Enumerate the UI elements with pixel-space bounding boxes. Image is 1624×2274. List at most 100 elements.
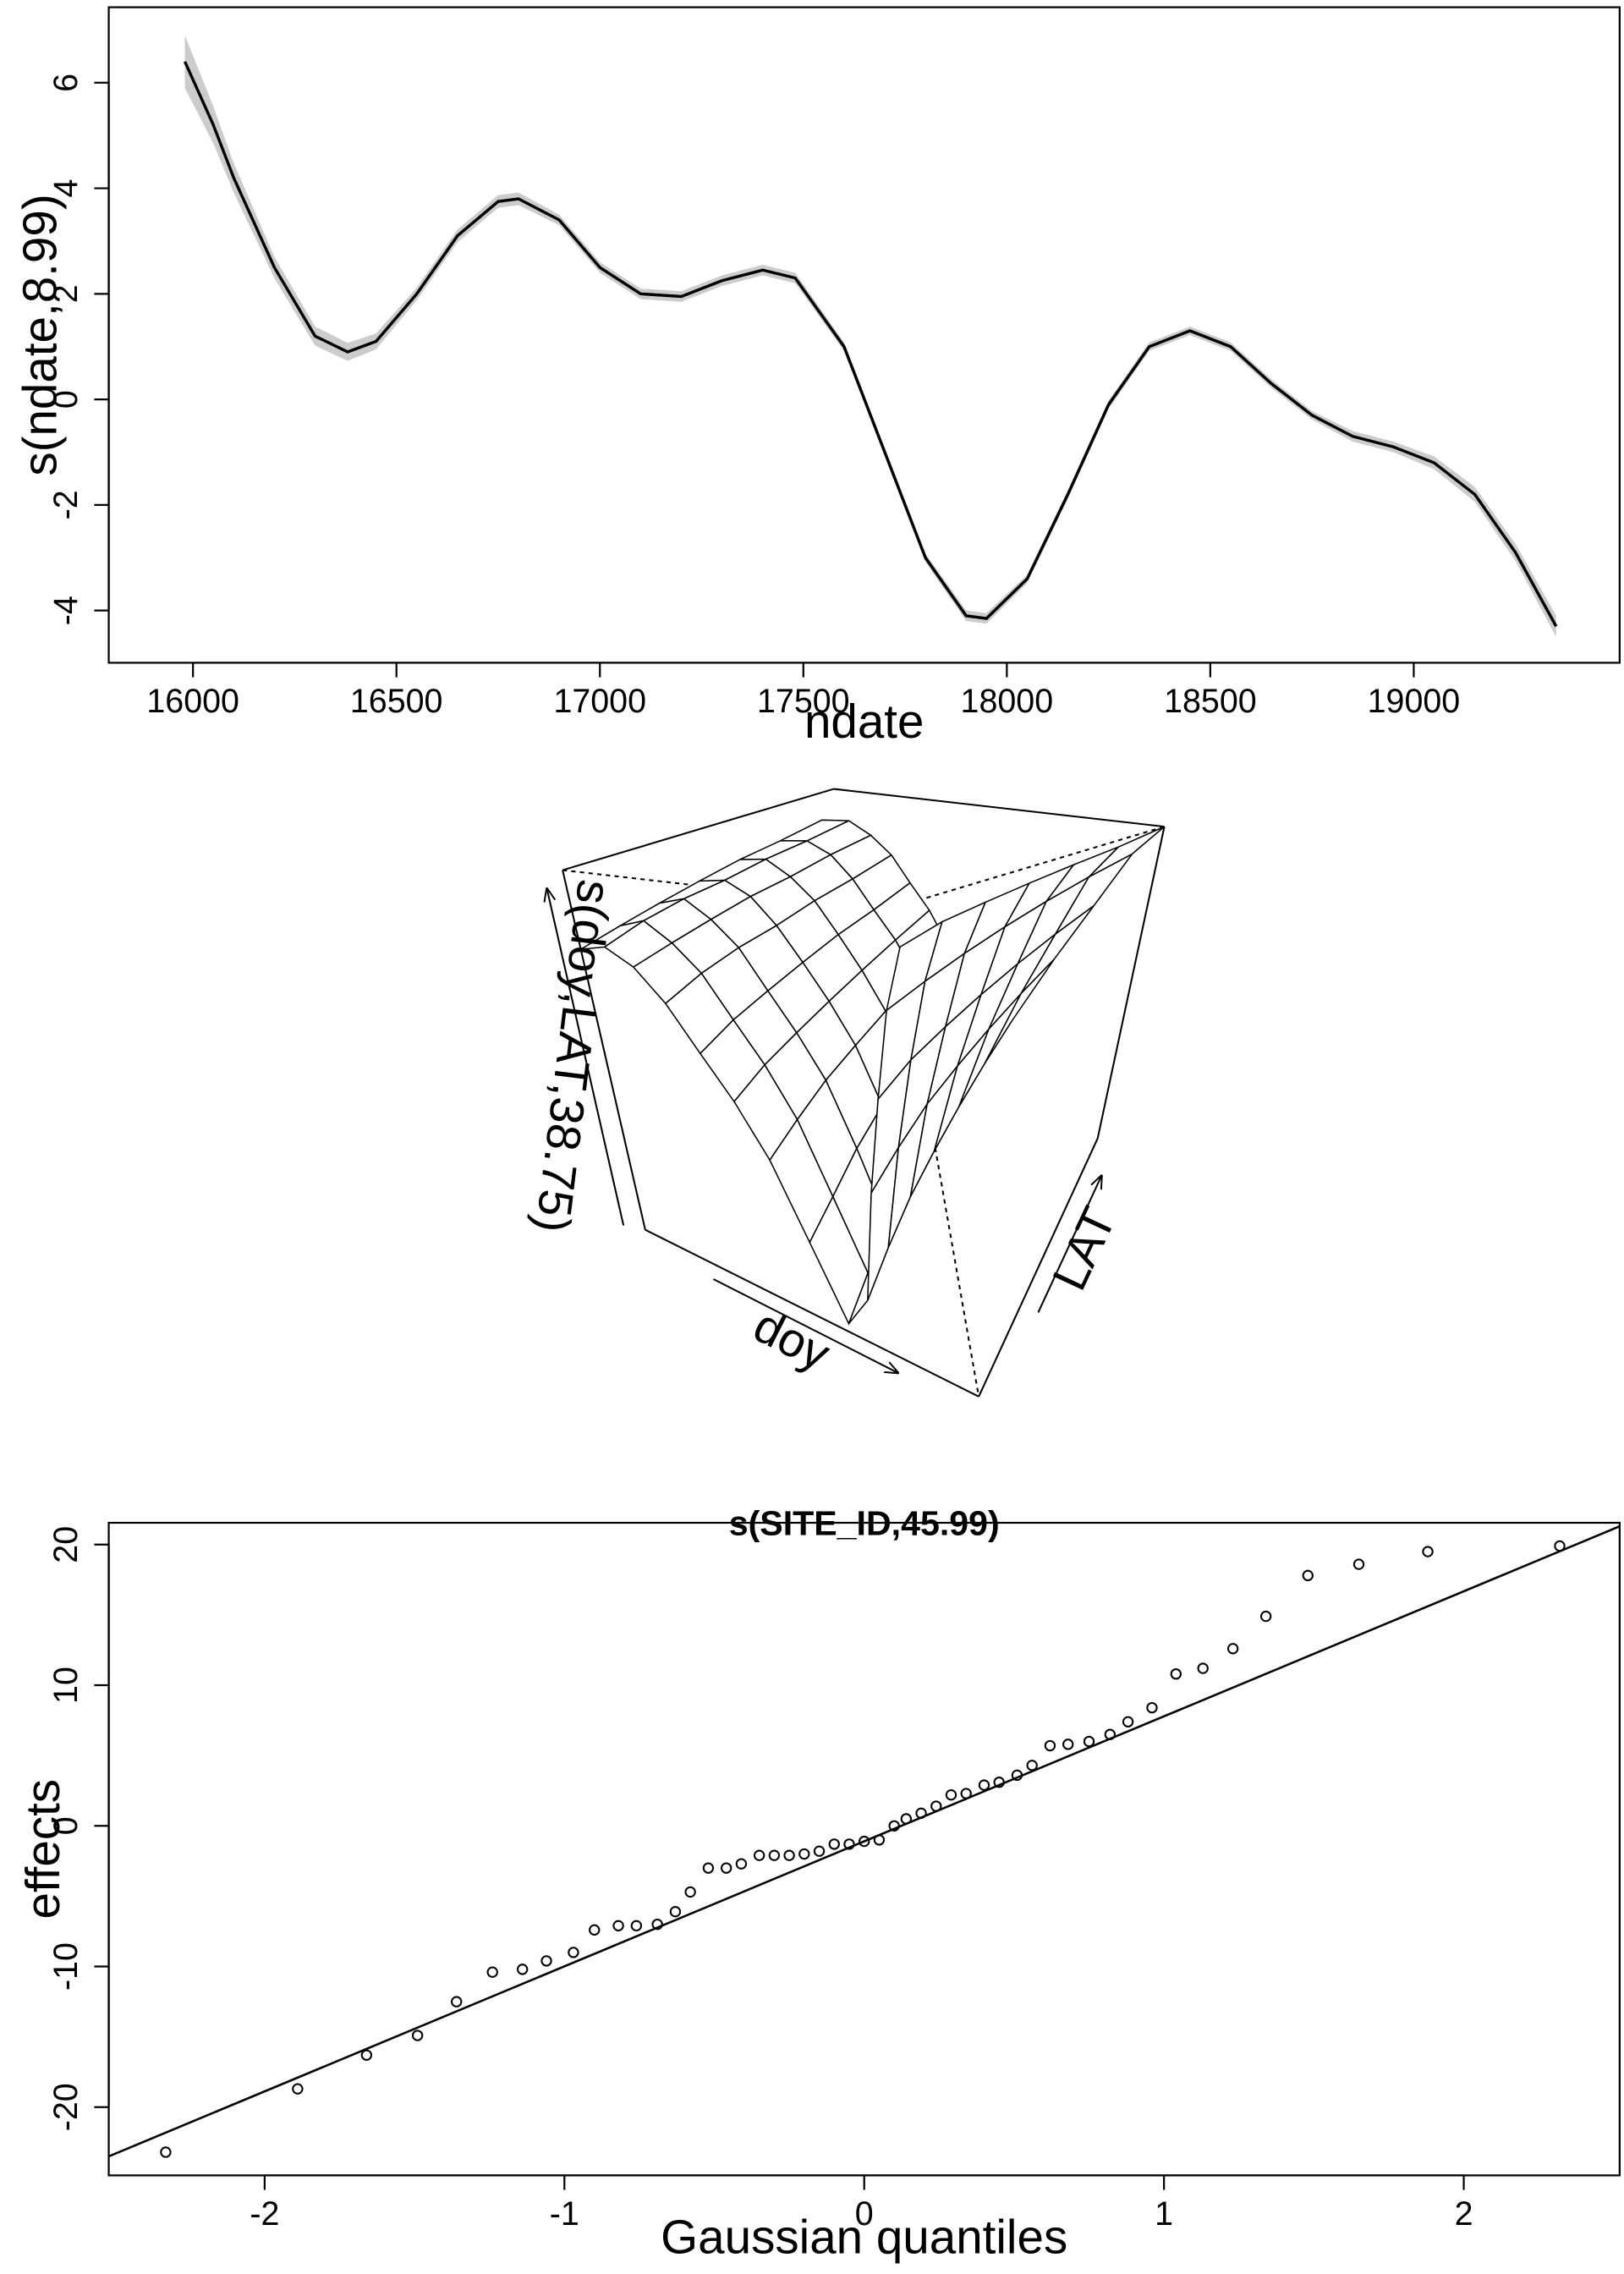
point: [411, 2030, 424, 2041]
x-tick-label: -2: [250, 2195, 279, 2233]
y-tick-label: 20: [47, 1526, 85, 1563]
y-tick-label: -20: [47, 2083, 85, 2131]
point: [1062, 1738, 1074, 1750]
point: [1026, 1760, 1038, 1771]
smooth-line: [183, 61, 1558, 628]
x-tick-label: 17000: [553, 683, 646, 720]
plot-area: [108, 1524, 1620, 2158]
x-axis-title: doy: [745, 1299, 838, 1381]
y-tick-label: 2: [47, 284, 85, 303]
point: [1226, 1643, 1239, 1655]
point: [702, 1862, 715, 1874]
point: [568, 1947, 579, 1958]
box-edge: [562, 788, 835, 871]
y-tick-label: 6: [47, 74, 85, 92]
point: [516, 1964, 529, 1975]
x-tick-label: 19000: [1368, 683, 1461, 720]
point: [486, 1966, 498, 1978]
point: [813, 1845, 826, 1857]
y-axis-title: LAT: [1042, 1199, 1126, 1298]
point: [1122, 1716, 1134, 1727]
point: [753, 1849, 765, 1861]
point: [651, 1918, 663, 1931]
axis-arrow: [1037, 1175, 1101, 1313]
y-tick-label: 0: [47, 390, 85, 409]
x-tick-label: 2: [1455, 2195, 1473, 2233]
x-tick-label: 16000: [146, 683, 239, 720]
point: [1259, 1610, 1272, 1623]
point: [451, 1996, 463, 2008]
point: [160, 2146, 172, 2158]
x-tick-label: 17500: [757, 683, 850, 720]
point: [900, 1813, 913, 1825]
point: [292, 2083, 304, 2095]
y-tick-label: -4: [47, 596, 85, 625]
x-tick-label: 18500: [1164, 683, 1257, 720]
point: [1422, 1546, 1434, 1557]
x-tick-label: 1: [1155, 2195, 1173, 2233]
point: [960, 1788, 972, 1799]
x-tick-label: 18000: [961, 683, 1054, 720]
box-edge-hidden: [892, 826, 1165, 909]
surface-facet: [1088, 826, 1166, 878]
point: [1011, 1769, 1023, 1782]
point: [843, 1838, 855, 1850]
y-tick-label: -2: [47, 490, 85, 519]
plot-area: [183, 35, 1558, 637]
point: [589, 1924, 601, 1936]
point: [1170, 1668, 1182, 1680]
point: [360, 2049, 373, 2061]
confidence-band: [184, 35, 1556, 637]
point: [828, 1838, 840, 1850]
chart-title: s(SITE_ID,45.99): [729, 1503, 1000, 1542]
y-tick-label: 4: [47, 179, 85, 198]
point: [768, 1849, 781, 1861]
x-axis-title: ndate: [804, 695, 924, 748]
point: [859, 1835, 870, 1848]
point: [612, 1920, 624, 1932]
axis-arrow: [546, 887, 625, 1226]
box-edge: [562, 870, 646, 1230]
point: [1083, 1735, 1095, 1748]
point: [720, 1862, 732, 1874]
point: [1554, 1540, 1566, 1552]
x-tick-label: 0: [855, 2195, 874, 2233]
point: [873, 1834, 886, 1846]
point: [888, 1820, 900, 1832]
x-axis-title: Gaussian quantiles: [661, 2211, 1067, 2264]
y-axis-title: effects: [16, 1779, 69, 1920]
box-edge: [645, 1228, 979, 1398]
point: [945, 1789, 957, 1801]
point: [1044, 1739, 1056, 1752]
reference-line: [108, 1524, 1620, 2158]
box-edge: [978, 1138, 1099, 1398]
point: [915, 1807, 927, 1820]
point: [669, 1906, 682, 1918]
box-edge: [1096, 826, 1166, 1139]
point: [993, 1777, 1005, 1788]
point: [1352, 1558, 1365, 1570]
point: [735, 1858, 748, 1870]
plot-frame: [107, 6, 1621, 664]
y-tick-label: -10: [47, 1942, 85, 1991]
point: [1302, 1569, 1314, 1582]
y-tick-label: 0: [47, 1816, 85, 1835]
x-tick-label: 16500: [350, 683, 443, 720]
point: [798, 1848, 810, 1860]
point: [1104, 1728, 1116, 1740]
x-tick-label: -1: [550, 2195, 579, 2233]
axis-arrow: [712, 1278, 898, 1373]
point: [1197, 1662, 1209, 1674]
point: [684, 1886, 696, 1898]
point: [1146, 1701, 1158, 1714]
point: [930, 1800, 942, 1812]
y-tick-label: 10: [47, 1667, 85, 1704]
surface-facet: [885, 920, 943, 1013]
y-axis-title: s(ndate,8.99): [13, 194, 66, 475]
z-axis-title: s(doy,LAT,38.75): [525, 877, 622, 1236]
point: [783, 1849, 795, 1861]
box-edge: [833, 788, 1165, 828]
point: [540, 1955, 552, 1967]
